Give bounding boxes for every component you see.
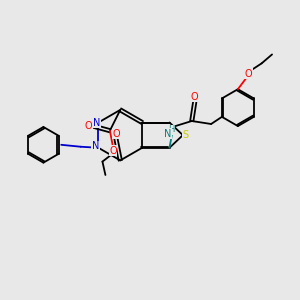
Text: N: N — [92, 141, 99, 151]
Text: O: O — [85, 121, 92, 131]
Text: O: O — [191, 92, 199, 102]
Text: S: S — [182, 130, 188, 140]
Text: O: O — [244, 69, 252, 79]
Text: O: O — [109, 146, 117, 156]
Text: N: N — [93, 118, 100, 128]
Text: N: N — [164, 129, 171, 139]
Text: H: H — [168, 125, 174, 134]
Text: O: O — [112, 129, 120, 139]
